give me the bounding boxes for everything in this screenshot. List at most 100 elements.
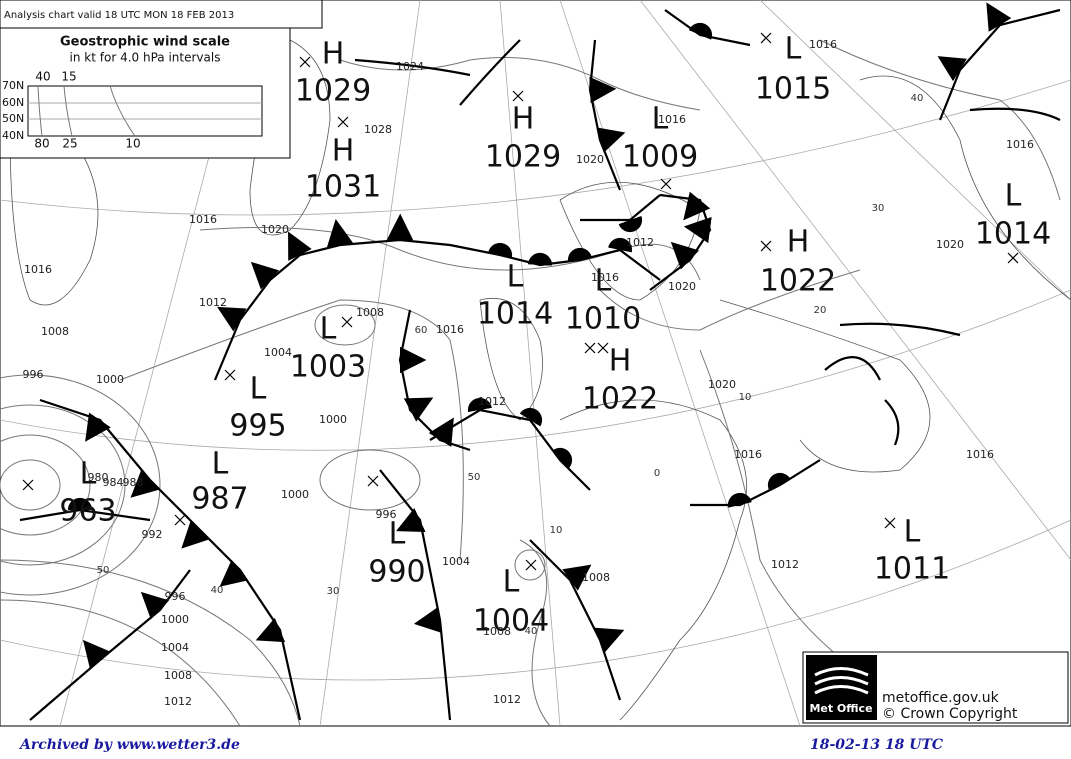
center-pressure: 1014 <box>975 217 1051 252</box>
center-pressure: 1029 <box>295 74 371 109</box>
wind-scale-title: Geostrophic wind scale <box>60 35 230 50</box>
isobar-label: 1024 <box>396 60 424 73</box>
chart-title: Analysis chart valid 18 UTC MON 18 FEB 2… <box>4 10 234 21</box>
center-pressure: 1004 <box>473 604 549 639</box>
center-pressure: 1022 <box>582 382 658 417</box>
center-mark <box>760 240 772 252</box>
isobar-label: 1004 <box>264 346 292 359</box>
isobar-label: 1028 <box>364 123 392 136</box>
isobar-label: 1000 <box>319 413 347 426</box>
isobar-label: 996 <box>165 590 186 603</box>
chart-date: 18-02-13 18 UTC <box>810 737 943 753</box>
isobar-label: 1008 <box>582 571 610 584</box>
title-box <box>0 0 323 29</box>
map-labels: H1029H1031H1029L1009L1015H1022L1014L1014… <box>23 32 1052 709</box>
archive-credit: Archived by www.wetter3.de <box>18 737 240 753</box>
fronts <box>19 2 1061 721</box>
isobar-label: 1020 <box>576 153 604 166</box>
wind-label: 30 <box>872 203 885 214</box>
center-pressure: 1003 <box>290 350 366 385</box>
isobar-label: 1020 <box>936 238 964 251</box>
center-type: L <box>595 264 612 299</box>
center-type: H <box>322 37 345 72</box>
wind-label: 30 <box>327 586 340 597</box>
center-type: L <box>212 447 229 482</box>
isobar-label: 1016 <box>966 448 994 461</box>
speed-label: 10 <box>125 137 140 151</box>
center-type: H <box>512 102 535 137</box>
logo-name: Met Office <box>809 702 872 715</box>
isobar-label: 1016 <box>658 113 686 126</box>
center-mark <box>597 342 609 354</box>
wind-scale-plot <box>27 85 263 137</box>
center-pressure: 1031 <box>305 170 381 205</box>
isobar-label: 1008 <box>356 306 384 319</box>
center-mark <box>584 342 596 354</box>
wind-label: 10 <box>550 525 563 536</box>
speed-label: 25 <box>62 137 77 151</box>
isobar-label: 1020 <box>668 280 696 293</box>
center-type: L <box>389 517 406 552</box>
center-type: L <box>652 102 669 137</box>
center-mark <box>341 316 353 328</box>
center-type: H <box>332 134 355 169</box>
center-mark <box>512 90 524 102</box>
wind-label: 60 <box>415 325 428 336</box>
isobar-label: 1012 <box>199 296 227 309</box>
wind-scale-subtitle: in kt for 4.0 hPa intervals <box>70 51 221 65</box>
wind-label: 40 <box>525 626 538 637</box>
logo-site: metoffice.gov.uk <box>882 690 1000 706</box>
center-pressure: 1029 <box>485 140 561 175</box>
center-type: L <box>507 260 524 295</box>
isobar-label: 1004 <box>161 641 189 654</box>
isobar-label: 1016 <box>189 213 217 226</box>
isobar-label: 984 <box>103 476 124 489</box>
isobar-label: 1016 <box>1006 138 1034 151</box>
center-mark <box>337 116 349 128</box>
center-mark <box>525 559 537 571</box>
isobar-label: 1008 <box>164 669 192 682</box>
latitude-label: 50N <box>2 112 24 125</box>
center-type: L <box>503 565 520 600</box>
isobar-label: 1012 <box>164 695 192 708</box>
center-mark <box>224 369 236 381</box>
center-pressure: 1014 <box>477 297 553 332</box>
isobar-label: 1000 <box>161 613 189 626</box>
isobar-label: 1016 <box>591 271 619 284</box>
isobar-label: 1012 <box>493 693 521 706</box>
isobar-label: 992 <box>142 528 163 541</box>
wind-scale-curves <box>28 85 262 137</box>
center-pressure: 1009 <box>622 140 698 175</box>
center-pressure: 990 <box>368 555 425 590</box>
isobar-label: 1000 <box>96 373 124 386</box>
wind-label: 10 <box>739 392 752 403</box>
speed-label: 15 <box>61 70 76 84</box>
center-type: L <box>250 372 267 407</box>
latitude-label: 60N <box>2 96 24 109</box>
logo-copyright: © Crown Copyright <box>882 706 1018 722</box>
center-mark <box>367 475 379 487</box>
center-mark <box>22 479 34 491</box>
isobar-label: 1016 <box>24 263 52 276</box>
wind-label: 50 <box>468 472 481 483</box>
center-pressure: 963 <box>59 494 116 529</box>
center-mark <box>1007 252 1019 264</box>
center-pressure: 1022 <box>760 264 836 299</box>
isobar-label: 996 <box>23 368 44 381</box>
wind-scale-labels: 70N 60N 50N 40N 40 15 80 25 10 <box>2 70 141 151</box>
logo-waves <box>814 667 869 695</box>
isobar-label: 1020 <box>708 378 736 391</box>
center-mark <box>660 178 672 190</box>
center-type: L <box>1005 179 1022 214</box>
isobar-label: 1000 <box>281 488 309 501</box>
wind-label: 20 <box>814 305 827 316</box>
latitude-label: 70N <box>2 79 24 92</box>
isobar-label: 1016 <box>436 323 464 336</box>
isobar-label: 1012 <box>771 558 799 571</box>
center-type: L <box>904 515 921 550</box>
center-mark <box>299 56 311 68</box>
center-pressure: 987 <box>191 482 248 517</box>
isobar-label: 1012 <box>478 395 506 408</box>
